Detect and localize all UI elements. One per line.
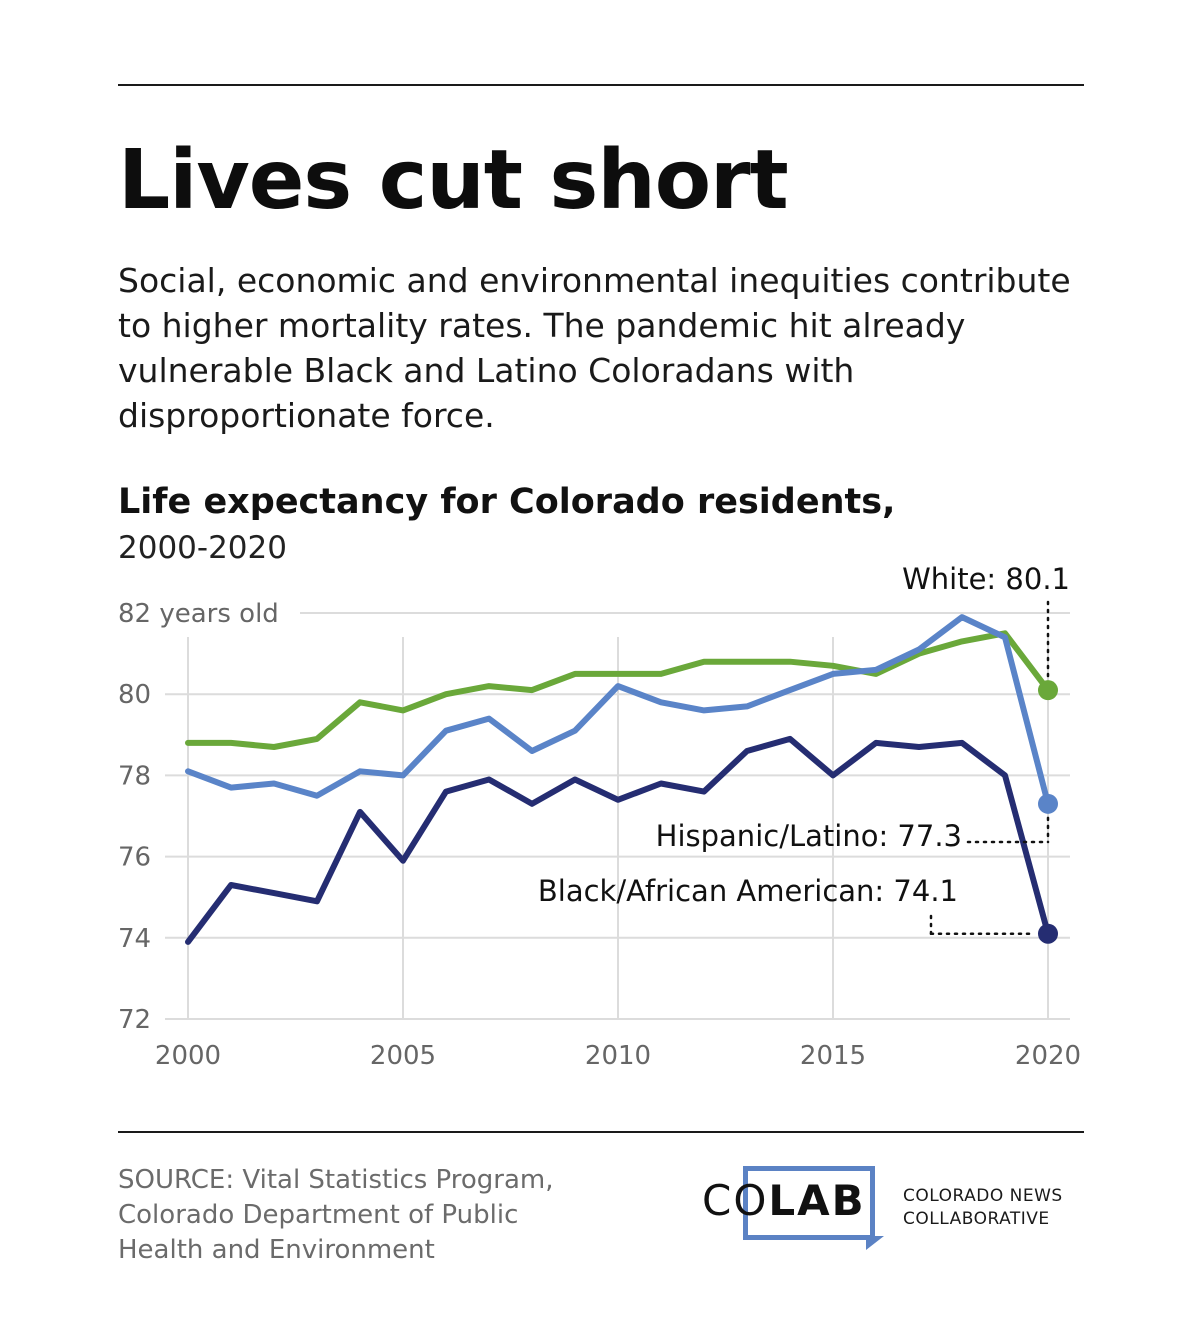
- series-line-black: [185, 735, 1051, 945]
- series-line-hispanic: [185, 614, 1051, 807]
- source-line: Health and Environment: [118, 1235, 435, 1265]
- y-tick-label: 82 years old: [118, 599, 279, 629]
- annotation-white: White: 80.1: [902, 562, 1070, 596]
- org-name-line: COLORADO NEWS: [903, 1186, 1063, 1206]
- top-divider: [118, 84, 1084, 86]
- org-name: COLORADO NEWS COLLABORATIVE: [903, 1185, 1088, 1231]
- logo-text-co: CO: [702, 1176, 769, 1225]
- page-subtitle: Social, economic and environmental inequ…: [118, 261, 1071, 435]
- source-line: Colorado Department of Public: [118, 1200, 519, 1230]
- end-marker-white: [1038, 680, 1058, 701]
- source-note: SOURCE: Vital Statistics Program, Colora…: [118, 1163, 658, 1268]
- chart-title: Life expectancy for Colorado residents,: [118, 482, 896, 522]
- bottom-divider: [118, 1131, 1084, 1133]
- logo-frame: [743, 1166, 875, 1240]
- y-tick-label: 78: [118, 761, 151, 791]
- colab-logo: COLAB: [702, 1180, 866, 1222]
- x-tick-label: 2015: [800, 1041, 866, 1071]
- end-marker-black: [1038, 923, 1058, 944]
- annotation-layer: White: 80.1 Hispanic/Latino: 77.3 Black/Af…: [538, 562, 1070, 935]
- x-tick-label: 2020: [1015, 1041, 1081, 1071]
- source-line: SOURCE: Vital Statistics Program,: [118, 1165, 554, 1195]
- end-marker-hispanic: [1038, 793, 1058, 814]
- series-layer: [185, 614, 1058, 945]
- y-tick-label: 76: [118, 843, 151, 873]
- x-tick-label: 2000: [155, 1041, 221, 1071]
- grid-layer: [165, 612, 1070, 1020]
- series-line-white: [185, 630, 1051, 750]
- page-title: Lives cut short: [118, 133, 789, 228]
- y-tick-label: 80: [118, 680, 151, 710]
- logo-speech-tail: [866, 1236, 884, 1250]
- y-tick-label: 72: [118, 1005, 151, 1035]
- y-tick-label: 74: [118, 924, 151, 954]
- x-tick-label: 2005: [370, 1041, 436, 1071]
- chart-subtitle: 2000-2020: [118, 530, 287, 566]
- org-name-line: COLLABORATIVE: [903, 1209, 1050, 1229]
- annotation-black: Black/African American: 74.1: [538, 874, 958, 908]
- logo-text-lab: LAB: [768, 1176, 866, 1225]
- axis-layer: 72 74 76 78 80 82 years old 2000 2005 2010 2015 20…: [118, 599, 1081, 1071]
- annotation-hispanic: Hispanic/Latino: 77.3: [656, 819, 962, 853]
- x-tick-label: 2010: [585, 1041, 651, 1071]
